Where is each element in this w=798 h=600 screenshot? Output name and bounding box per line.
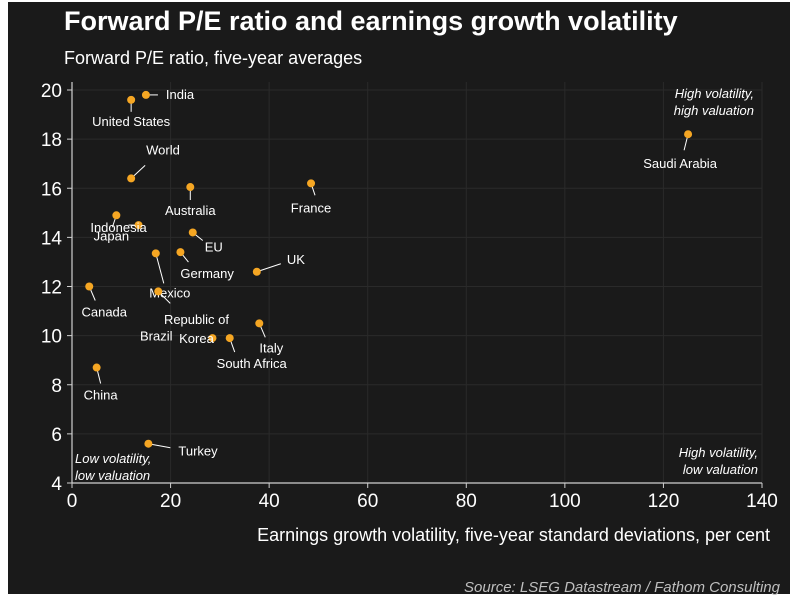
data-point-italy <box>255 319 264 328</box>
data-point-saudi-arabia <box>684 130 693 139</box>
data-point-republic-of-korea <box>208 334 217 343</box>
data-point-indonesia <box>134 221 143 230</box>
data-point-turkey <box>144 439 153 448</box>
chart-frame <box>8 2 790 594</box>
leader-line-mexico <box>155 253 165 284</box>
y-tick-label: 14 <box>41 228 63 249</box>
x-tick-label: 80 <box>456 491 477 512</box>
point-label-republic-of-korea-cont: Korea <box>179 331 214 346</box>
point-label-uk: UK <box>287 252 305 267</box>
quadrant-annotation: low valuation <box>683 462 758 477</box>
x-tick-label: 20 <box>160 491 181 512</box>
y-tick-label: 16 <box>41 179 62 200</box>
data-point-china <box>92 363 101 372</box>
x-tick-label: 0 <box>67 491 78 512</box>
quadrant-annotation: High volatility, <box>679 445 758 460</box>
data-point-south-africa <box>225 334 234 343</box>
data-point-brazil <box>154 287 163 296</box>
data-point-canada <box>85 282 94 291</box>
data-point-germany <box>176 248 185 257</box>
data-point-france <box>307 179 316 188</box>
data-point-mexico <box>151 249 160 258</box>
point-label-world: World <box>146 142 180 157</box>
data-point-united-states <box>127 95 136 104</box>
y-tick-label: 8 <box>51 376 62 397</box>
y-tick-label: 6 <box>51 425 62 446</box>
point-label-saudi-arabia: Saudi Arabia <box>643 156 717 171</box>
x-tick-label: 40 <box>259 491 280 512</box>
point-label-italy: Italy <box>259 340 283 355</box>
point-label-japan: Japan <box>94 228 129 243</box>
data-point-india <box>141 90 150 99</box>
y-tick-label: 12 <box>41 278 62 299</box>
point-label-eu: EU <box>205 239 223 254</box>
point-label-australia: Australia <box>165 203 216 218</box>
quadrant-annotation: high valuation <box>674 103 754 118</box>
point-label-turkey: Turkey <box>178 444 218 459</box>
x-axis-label: Earnings growth volatility, five-year st… <box>257 525 770 545</box>
point-label-china: China <box>84 388 119 403</box>
y-tick-label: 20 <box>41 81 62 102</box>
x-tick-label: 100 <box>549 491 581 512</box>
quadrant-annotation: High volatility, <box>675 86 754 101</box>
point-label-united-states: United States <box>92 114 171 129</box>
y-tick-label: 4 <box>51 474 62 495</box>
point-label-brazil: Brazil <box>140 328 173 343</box>
data-point-japan <box>112 211 121 220</box>
quadrant-annotation: Low volatility, <box>75 451 151 466</box>
point-label-france: France <box>291 200 331 215</box>
quadrant-annotation: low valuation <box>75 468 150 483</box>
y-tick-label: 10 <box>41 327 62 348</box>
point-label-india: India <box>166 87 195 102</box>
point-label-south-africa: South Africa <box>217 356 288 371</box>
point-label-indonesia: Indonesia <box>90 220 147 235</box>
data-point-australia <box>186 183 195 192</box>
source-note: Source: LSEG Datastream / Fathom Consult… <box>464 579 780 596</box>
data-point-eu <box>188 228 197 237</box>
data-point-world <box>127 174 136 183</box>
point-label-republic-of-korea: Republic of <box>164 312 229 327</box>
x-tick-label: 140 <box>746 491 778 512</box>
point-label-germany: Germany <box>180 266 234 281</box>
leader-line-uk <box>256 263 281 273</box>
y-tick-label: 18 <box>41 130 62 151</box>
x-tick-label: 60 <box>357 491 378 512</box>
data-point-uk <box>252 267 261 276</box>
chart-subtitle: Forward P/E ratio, five-year averages <box>64 48 363 68</box>
point-label-canada: Canada <box>81 305 127 320</box>
x-tick-label: 120 <box>648 491 680 512</box>
chart-title: Forward P/E ratio and earnings growth vo… <box>64 6 678 36</box>
